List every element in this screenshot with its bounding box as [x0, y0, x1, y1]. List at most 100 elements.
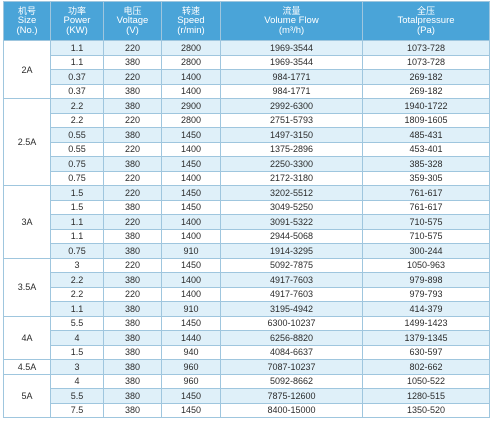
power-cell: 5.5: [50, 388, 104, 404]
voltage-cell: 380: [103, 228, 162, 244]
total-pressure-cell: 1280-515: [362, 388, 490, 404]
speed-cell: 1450: [161, 315, 221, 331]
voltage-cell: 380: [103, 388, 162, 404]
total-pressure-cell: 1940-1722: [362, 98, 490, 114]
power-cell: 4: [50, 330, 104, 346]
total-pressure-cell: 1379-1345: [362, 330, 490, 346]
header-voltage-cn: 电压: [123, 6, 142, 16]
total-pressure-cell: 1499-1423: [362, 315, 490, 331]
voltage-cell: 380: [103, 359, 162, 375]
total-pressure-cell: 269-182: [362, 83, 490, 99]
size-cell: 4.5A: [3, 359, 51, 375]
volume-flow-cell: 1969-3544: [220, 54, 363, 70]
voltage-cell: 220: [103, 257, 162, 273]
voltage-cell: 220: [103, 170, 162, 186]
power-cell: 1.1: [50, 54, 104, 70]
total-pressure-cell: 453-401: [362, 141, 490, 157]
voltage-cell: 220: [103, 141, 162, 157]
speed-cell: 2800: [161, 112, 221, 128]
table-row: 1.1 380 1400 2944-5068 710-575: [4, 228, 490, 244]
power-cell: 1.1: [50, 214, 104, 230]
power-cell: 2.2: [50, 286, 104, 302]
speed-cell: 1450: [161, 257, 221, 273]
voltage-cell: 380: [103, 373, 162, 389]
header-volume-flow: 流量 Volume Flow (m³/h): [220, 1, 363, 41]
table-row: 0.55 220 1400 1375-2896 453-401: [4, 141, 490, 157]
speed-cell: 1450: [161, 185, 221, 201]
speed-cell: 1450: [161, 127, 221, 143]
header-voltage-en: Voltage: [116, 15, 149, 26]
voltage-cell: 380: [103, 344, 162, 360]
volume-flow-cell: 6300-10237: [220, 315, 363, 331]
volume-flow-cell: 4917-7603: [220, 272, 363, 288]
power-cell: 5.5: [50, 315, 104, 331]
header-size-cn: 机号: [17, 6, 36, 16]
voltage-cell: 380: [103, 127, 162, 143]
volume-flow-cell: 7875-12600: [220, 388, 363, 404]
spec-table-container: 机号 Size (No.) 功率 Power (KW) 电压 Voltage (…: [3, 1, 490, 418]
volume-flow-cell: 3049-5250: [220, 199, 363, 215]
speed-cell: 1400: [161, 286, 221, 302]
volume-flow-cell: 2992-6300: [220, 98, 363, 114]
power-cell: 1.5: [50, 344, 104, 360]
table-row: 5A 4 380 960 5092-8662 1050-522: [3, 373, 490, 418]
speed-cell: 1400: [161, 83, 221, 99]
speed-cell: 940: [161, 344, 221, 360]
voltage-cell: 380: [103, 98, 162, 114]
speed-cell: 1400: [161, 141, 221, 157]
volume-flow-cell: 2172-3180: [220, 170, 363, 186]
volume-flow-cell: 984-1771: [220, 69, 363, 85]
table-row: 1.1 380 910 3195-4942 414-379: [4, 301, 490, 317]
table-row: 3.5A 3 220 1450 5092-7875 1050-963: [3, 257, 490, 317]
power-cell: 3: [50, 257, 104, 273]
size-cell: 3A: [3, 185, 51, 259]
power-cell: 2.2: [50, 272, 104, 288]
volume-flow-cell: 5092-7875: [220, 257, 363, 273]
header-volume-flow-unit: (m³/h): [278, 25, 305, 36]
speed-cell: 1440: [161, 330, 221, 346]
volume-flow-cell: 2250-3300: [220, 156, 363, 172]
table-row: 2.2 220 2800 2751-5793 1809-1605: [4, 112, 490, 128]
volume-flow-cell: 8400-15000: [220, 402, 363, 418]
size-cell: 5A: [3, 373, 51, 418]
voltage-cell: 220: [103, 286, 162, 302]
header-total-pressure-cn: 全压: [416, 6, 435, 16]
total-pressure-cell: 710-575: [362, 228, 490, 244]
header-size-unit: (No.): [16, 25, 38, 36]
table-header: 机号 Size (No.) 功率 Power (KW) 电压 Voltage (…: [3, 1, 490, 41]
voltage-cell: 380: [103, 330, 162, 346]
table-row: 2.5A 2.2 380 2900 2992-6300 1940-1722: [3, 98, 490, 186]
table-row: 2.2 380 1400 4917-7603 979-898: [4, 272, 490, 288]
voltage-cell: 220: [103, 214, 162, 230]
power-cell: 0.75: [50, 243, 104, 259]
power-cell: 0.37: [50, 83, 104, 99]
power-cell: 3: [50, 359, 104, 375]
total-pressure-cell: 485-431: [362, 127, 490, 143]
fan-specification-table: 机号 Size (No.) 功率 Power (KW) 电压 Voltage (…: [3, 1, 490, 418]
voltage-cell: 380: [103, 301, 162, 317]
power-cell: 1.1: [50, 301, 104, 317]
speed-cell: 960: [161, 359, 221, 375]
voltage-cell: 380: [103, 243, 162, 259]
header-size-en: Size: [17, 15, 37, 26]
total-pressure-cell: 979-898: [362, 272, 490, 288]
power-cell: 0.75: [50, 170, 104, 186]
voltage-cell: 380: [103, 272, 162, 288]
speed-cell: 1400: [161, 228, 221, 244]
voltage-cell: 380: [103, 54, 162, 70]
header-power: 功率 Power (KW): [50, 1, 104, 41]
table-row: 3A 1.5 220 1450 3202-5512 761-617: [3, 185, 490, 259]
size-cell: 3.5A: [3, 257, 51, 317]
volume-flow-cell: 4917-7603: [220, 286, 363, 302]
volume-flow-cell: 1969-3544: [220, 40, 363, 56]
volume-flow-cell: 5092-8662: [220, 373, 363, 389]
header-volume-flow-cn: 流量: [282, 6, 301, 16]
speed-cell: 2800: [161, 40, 221, 56]
header-row: 机号 Size (No.) 功率 Power (KW) 电压 Voltage (…: [3, 1, 490, 41]
header-speed: 转速 Speed (r/min): [161, 1, 221, 41]
volume-flow-cell: 4084-6637: [220, 344, 363, 360]
total-pressure-cell: 630-597: [362, 344, 490, 360]
power-cell: 1.1: [50, 40, 104, 56]
power-cell: 0.37: [50, 69, 104, 85]
power-cell: 1.1: [50, 228, 104, 244]
